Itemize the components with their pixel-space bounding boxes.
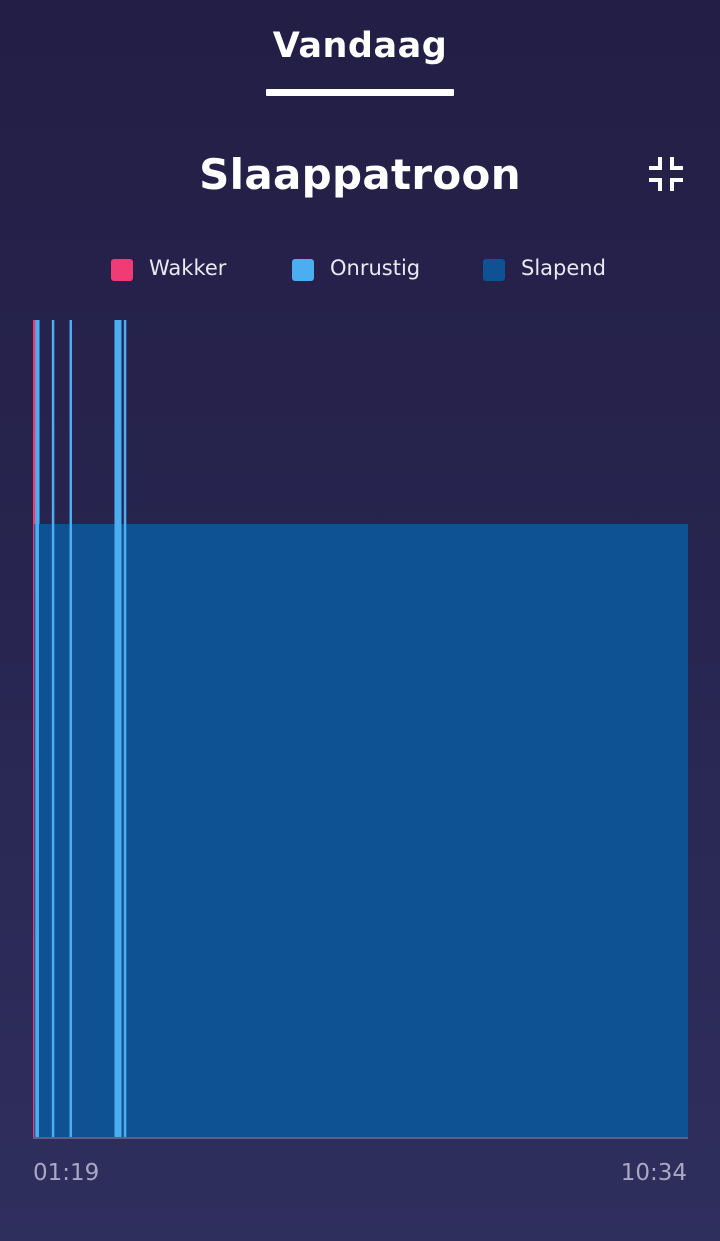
page-title: Slaappatroon (199, 150, 521, 199)
legend-swatch-wakker (111, 259, 133, 281)
restless-mark-2 (51, 320, 55, 1138)
restless-mark-3 (69, 320, 73, 1138)
legend-label-wakker: Wakker (149, 256, 227, 280)
tab-vandaag[interactable]: Vandaag (0, 0, 720, 100)
legend-swatch-slapend (483, 259, 505, 281)
segment-onrustig-2 (36, 320, 40, 1138)
x-axis-start-label: 01:19 (33, 1160, 100, 1186)
segment-wakker-0 (33, 320, 36, 1138)
legend-label-onrustig: Onrustig (330, 256, 421, 280)
chart-legend: Wakker Onrustig Slapend (0, 250, 720, 290)
x-axis-end-label: 10:34 (620, 1160, 687, 1186)
segment-slapend-3 (37, 524, 689, 1138)
segment-slapend-1 (34, 524, 38, 1138)
tab-label: Vandaag (272, 26, 448, 66)
restless-mark-5 (123, 320, 127, 1138)
collapse-icon[interactable] (646, 154, 686, 194)
restless-mark-0 (35, 320, 38, 1138)
restless-mark-1 (36, 320, 39, 1138)
legend-swatch-onrustig (292, 259, 314, 281)
restless-mark-4 (114, 320, 122, 1138)
tab-active-indicator (266, 89, 454, 96)
legend-label-slapend: Slapend (521, 256, 606, 280)
